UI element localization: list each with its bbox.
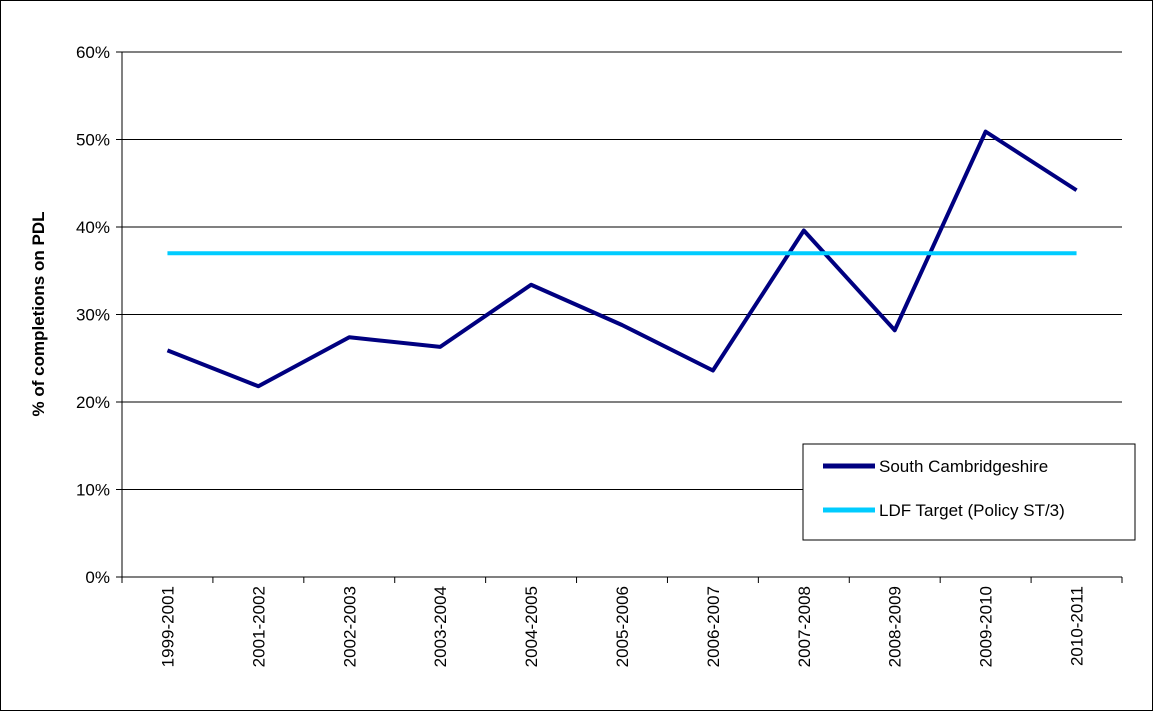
x-tick-label: 2009-2010 [977,586,996,667]
x-tick-label: 2010-2011 [1068,586,1087,666]
x-tick-label: 2003-2004 [431,586,450,667]
y-axis-label: % of completions on PDL [29,212,48,417]
x-tick-label: 2001-2002 [249,586,268,667]
y-tick-label: 10% [76,481,110,500]
x-tick-label: 1999-2001 [158,586,177,667]
y-tick-label: 50% [76,131,110,150]
x-tick-label: 2002-2003 [340,586,359,667]
x-tick-label: 2007-2008 [795,586,814,667]
x-tick-label: 2005-2006 [613,586,632,667]
legend-label: LDF Target (Policy ST/3) [879,501,1065,520]
x-tick-label: 2006-2007 [704,586,723,667]
x-tick-label: 2008-2009 [886,586,905,667]
y-tick-label: 0% [85,568,110,587]
y-tick-label: 30% [76,306,110,325]
y-tick-label: 20% [76,393,110,412]
series-line [166,129,1078,389]
y-tick-label: 60% [76,43,110,62]
legend-box [802,443,1136,541]
x-tick-label: 2004-2005 [522,586,541,667]
legend-label: South Cambridgeshire [879,457,1048,476]
y-tick-label: 40% [76,218,110,237]
